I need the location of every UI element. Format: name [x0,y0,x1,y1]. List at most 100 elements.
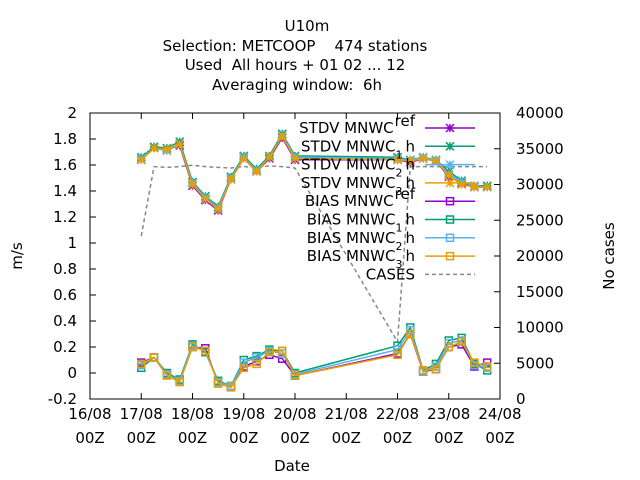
x-axis-label: Date [274,457,310,475]
x-tick-label-hour: 00Z [332,429,361,447]
x-tick-label-hour: 00Z [75,429,104,447]
x-tick-label-hour: 00Z [383,429,412,447]
chart-title-line-1: U10m [285,17,330,35]
y2-tick-label: 10000 [516,319,564,337]
x-tick-label-date: 17/08 [120,405,163,423]
stdv-mnwc-3h-point [162,144,172,154]
bias-mnwc-3h-point [406,329,415,339]
y-tick-label: 1.6 [53,156,77,174]
x-tick-label-hour: 00Z [178,429,207,447]
bias-mnwc-3h-point [201,346,210,356]
y-tick-label: 1.2 [53,208,77,226]
bias-mnwc-3h-point [457,337,466,347]
y-tick-label: 0.2 [53,338,77,356]
y-tick-label: 0.8 [53,260,77,278]
axes-layer: -0.2 0 0.2 0.4 0.6 0.8 1 1.2 1.4 1.6 1.8 2 0 5000 1000… [48,104,564,447]
legend-label: BIAS MNWC3 h [307,247,415,271]
series-bias-mnwc-1h [137,323,492,391]
series-bias-mnwc-3h [137,329,492,392]
y-tick-label: -0.2 [48,390,77,408]
chart-title-line-4: Averaging window: 6h [212,76,382,94]
legend-swatch-marker [445,196,455,206]
y2-tick-label: 15000 [516,283,564,301]
y-axis-label: m/s [8,242,26,270]
x-tick-label-date: 18/08 [171,405,214,423]
y-tick-label: 2 [67,104,77,122]
series-layer [136,129,492,392]
legend-label: BIAS MNWC2 h [307,229,415,253]
x-tick-label-hour: 00Z [485,429,514,447]
y2-tick-label: 5000 [516,354,554,372]
bias-mnwc-3h-line [140,332,488,389]
y2-tick-label: 35000 [516,140,564,158]
y-tick-label: 1.8 [53,130,77,148]
y-tick-label: 0 [67,364,77,382]
stdv-mnwc-3h-point [457,179,467,190]
bias-mnwc-3h-point [175,377,184,387]
legend-item-stdv-mnwc-2h: STDV MNWC2 h [301,156,475,180]
stdv-mnwc-3h-point [277,131,287,141]
x-tick-label-date: 22/08 [376,405,419,423]
y2-tick-label: 0 [516,390,526,408]
bias-mnwc-3h-point [239,363,248,373]
bias-mnwc-3h-point [162,371,172,380]
y-tick-label: 0.6 [53,286,77,304]
x-tick-label-hour: 00Z [434,429,463,447]
bias-mnwc-3h-point [149,353,159,362]
series-stdv-mnwc-3h [136,131,492,214]
series-bias-mnwc-2h [137,325,492,391]
y2-tick-label: 40000 [516,104,564,122]
y2-tick-label: 30000 [516,176,564,194]
y-tick-label: 0.4 [53,312,77,330]
legend-item-bias-mnwc-ref: BIAS MNWCref [305,185,475,210]
legend-item-stdv-mnwc-ref: STDV MNWCref [299,112,475,137]
stdv-mnwc-3h-point [213,204,223,214]
legend-swatch-marker [445,215,455,224]
x-tick-label-date: 19/08 [222,405,265,423]
x-tick-label-date: 21/08 [325,405,368,423]
x-tick-label-hour: 00Z [229,429,258,447]
stdv-mnwc-3h-point [431,156,441,166]
legend-label: STDV MNWC3 h [301,174,415,198]
legend-item-bias-mnwc-2h: BIAS MNWC2 h [307,229,475,253]
legend-label: STDV MNWC1 h [301,137,415,161]
bias-mnwc-3h-point [393,350,402,360]
legend-swatch-marker [445,123,455,133]
x-tick-label-hour: 00Z [127,429,156,447]
legend-item-bias-mnwc-3h: BIAS MNWC3 h [307,247,475,271]
y2-tick-label: 25000 [516,211,564,229]
stdv-mnwc-3h-point [252,166,262,177]
bias-mnwc-3h-point [290,371,300,380]
x-tick-label-date: 16/08 [68,405,111,423]
stdv-mnwc-3h-point [226,174,236,184]
stdv-mnwc-3h-point [418,153,428,164]
legend-item-bias-mnwc-1h: BIAS MNWC1 h [307,211,475,235]
bias-mnwc-3h-point [431,364,441,374]
stdv-mnwc-3h-point [175,139,185,149]
stdv-mnwc-3h-point [392,155,403,165]
chart-title: U10m Selection: METCOOP 474 stations Use… [163,17,428,94]
x-tick-label-hour: 00Z [280,429,309,447]
bias-mnwc-3h-point [482,362,492,371]
stdv-mnwc-3h-point [239,153,249,164]
legend-label: STDV MNWC2 h [301,156,415,180]
legend-swatch-marker [445,233,455,243]
bias-mnwc-2h-point [239,358,248,367]
bias-mnwc-3h-point [213,379,223,388]
stdv-mnwc-3h-point [264,152,274,162]
stdv-mnwc-3h-point [469,182,479,192]
bias-mnwc-2h-line [140,328,488,387]
x-tick-label-date: 23/08 [427,405,470,423]
legend-label: CASES [366,265,415,283]
stdv-mnwc-3h-point [290,153,300,164]
y-tick-label: 1 [67,234,77,252]
legend-swatch-marker [445,160,455,170]
legend-item-cases: CASES [366,265,475,283]
legend-label: STDV MNWCref [299,112,416,137]
bias-mnwc-3h-point [444,342,453,352]
legend-swatch-marker [445,178,455,188]
bias-mnwc-3h-point [188,342,197,352]
x-tick-label-date: 24/08 [478,405,521,423]
